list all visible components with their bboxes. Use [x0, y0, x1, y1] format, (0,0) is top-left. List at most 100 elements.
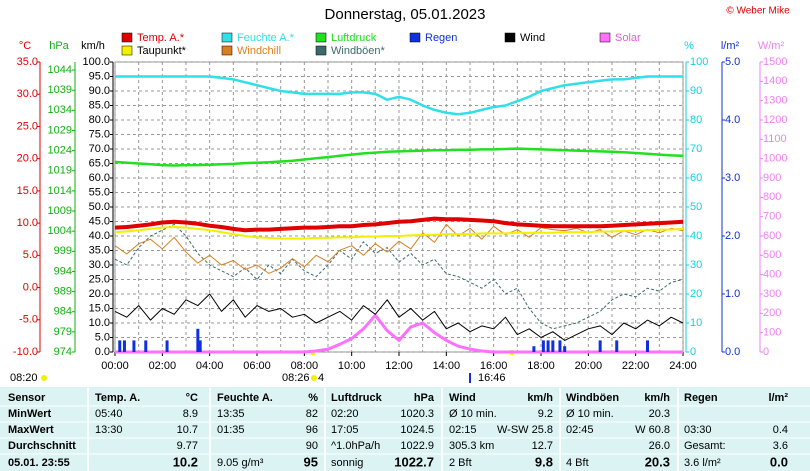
- y-tick-label: 4.0: [725, 114, 740, 126]
- x-tick-label: 10:00: [338, 360, 366, 372]
- table-cell: 9.8: [535, 454, 553, 469]
- x-tick-label: 06:00: [243, 360, 271, 372]
- table-cell: Ø 10 min.: [566, 408, 614, 420]
- legend-swatch: [121, 32, 133, 43]
- y-tick-label: 979: [54, 326, 72, 338]
- rain-bar: [558, 340, 562, 352]
- table-cell: 3.6: [773, 440, 788, 452]
- table-cell: 20.3: [649, 408, 670, 420]
- table-header: %: [308, 392, 318, 404]
- series-line: [114, 293, 684, 341]
- y-tick-label: 10.0: [89, 317, 110, 329]
- series-line: [115, 75, 683, 116]
- annotation: 08:20: [10, 372, 38, 384]
- y-tick-label: 1000: [763, 153, 787, 165]
- table-cell: 12.7: [532, 440, 553, 452]
- y-tick-label: 90.0: [89, 85, 110, 97]
- table-header: hPa: [414, 392, 435, 404]
- y-tick-label: 300: [763, 288, 781, 300]
- axis-unit: l/m²: [721, 40, 740, 52]
- x-tick-label: 20:00: [575, 360, 603, 372]
- y-tick-label: 100: [763, 327, 781, 339]
- y-tick-label: 0.0: [725, 346, 740, 358]
- legend-swatch: [221, 45, 233, 56]
- table-cell: Gesamt:: [684, 440, 726, 452]
- y-tick-label: 30.0: [89, 259, 110, 271]
- series-line: [114, 216, 684, 233]
- table-cell: ^1.0hPa/h: [331, 440, 380, 452]
- table-cell: 1024.5: [400, 424, 434, 436]
- rain-bar: [546, 340, 550, 352]
- table-cell: 02:45: [566, 424, 594, 436]
- x-tick-label: 14:00: [433, 360, 461, 372]
- rain-bar: [598, 340, 602, 352]
- y-tick-label: 1300: [763, 95, 787, 107]
- rain-bar: [132, 340, 136, 352]
- y-tick-label: 20.0: [17, 153, 38, 165]
- legend-label: Windchill: [237, 45, 281, 57]
- y-tick-label: 40: [690, 230, 702, 242]
- table-cell: Ø 10 min.: [449, 408, 497, 420]
- axis-unit: hPa: [49, 40, 69, 52]
- legend-label: Solar: [615, 32, 641, 44]
- y-tick-label: 1024: [48, 145, 72, 157]
- table-cell: 90: [306, 440, 318, 452]
- y-tick-label: 984: [54, 306, 72, 318]
- y-tick-label: 3.0: [725, 172, 740, 184]
- table-cell: 305.3 km: [449, 440, 494, 452]
- table-cell: MaxWert: [8, 424, 54, 436]
- y-tick-label: 600: [763, 230, 781, 242]
- table-cell: 9.77: [177, 440, 198, 452]
- y-tick-label: 25.0: [89, 273, 110, 285]
- table-cell: 1022.9: [400, 440, 434, 452]
- x-tick-label: 24:00: [669, 360, 697, 372]
- y-tick-label: 0.0: [23, 281, 38, 293]
- y-tick-label: 75.0: [89, 128, 110, 140]
- legend-label: Taupunkt*: [137, 45, 187, 57]
- rain-bar: [122, 340, 126, 352]
- table-cell: sonnig: [331, 457, 363, 469]
- x-tick-label: 16:00: [480, 360, 508, 372]
- y-tick-label: 200: [763, 307, 781, 319]
- legend-swatch: [409, 32, 421, 43]
- table-header: l/m²: [768, 392, 788, 404]
- legend-label: Luftdruck: [331, 32, 377, 44]
- y-tick-label: 20.0: [89, 288, 110, 300]
- legend-label: Feuchte A.*: [237, 32, 295, 44]
- x-tick-label: 18:00: [527, 360, 555, 372]
- table-header: Sensor: [8, 392, 46, 404]
- y-tick-label: 45.0: [89, 215, 110, 227]
- y-tick-label: 2.0: [725, 230, 740, 242]
- y-tick-label: 1044: [48, 64, 72, 76]
- y-tick-label: 1039: [48, 84, 72, 96]
- table-cell: 9.05 g/m³: [217, 457, 264, 469]
- table-cell: MinWert: [8, 408, 52, 420]
- table-cell: 95: [304, 454, 318, 469]
- y-tick-label: 100.0: [82, 56, 110, 68]
- rain-bar: [563, 346, 567, 352]
- y-tick-label: 1014: [48, 185, 72, 197]
- axis-unit: °C: [19, 40, 31, 52]
- y-tick-label: 1004: [48, 225, 72, 237]
- rain-bar: [196, 328, 200, 352]
- y-tick-label: 50: [690, 201, 702, 213]
- legend-label: Wind: [520, 32, 545, 44]
- y-tick-label: 900: [763, 172, 781, 184]
- y-tick-label: 1200: [763, 114, 787, 126]
- table-cell: 0.0: [770, 454, 788, 469]
- chart-title: Donnerstag, 05.01.2023: [325, 6, 486, 23]
- x-tick-label: 00:00: [101, 360, 129, 372]
- x-tick-label: 04:00: [196, 360, 224, 372]
- y-tick-label: 1.0: [725, 288, 740, 300]
- y-tick-label: 994: [54, 265, 72, 277]
- x-tick-label: 02:00: [149, 360, 177, 372]
- table-header: Luftdruck: [331, 392, 383, 404]
- y-tick-label: 95.0: [89, 70, 110, 82]
- table-cell: 10.7: [177, 424, 198, 436]
- y-tick-label: 400: [763, 269, 781, 281]
- table-header: Wind: [449, 392, 476, 404]
- table-header: Feuchte A.: [217, 392, 273, 404]
- y-tick-label: 80: [690, 114, 702, 126]
- y-tick-label: 5.0: [95, 331, 110, 343]
